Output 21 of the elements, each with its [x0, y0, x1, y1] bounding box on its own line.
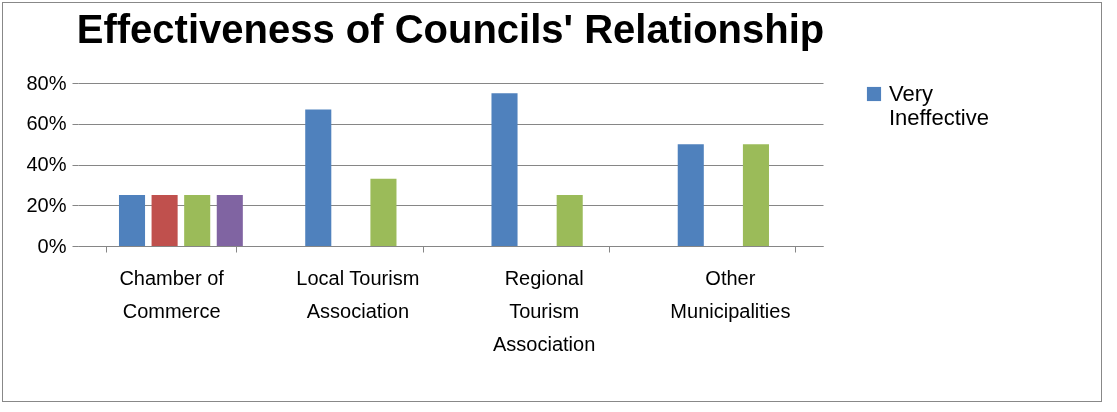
y-tick-label: 20%	[26, 193, 67, 216]
legend-label: Very Ineffective	[889, 81, 989, 130]
x-tick-label: Other Municipalities	[670, 266, 791, 322]
bar	[556, 195, 583, 246]
y-tick-label: 0%	[37, 234, 67, 257]
chart-title: Effectiveness of Councils' Relationship	[76, 7, 825, 51]
bar	[216, 195, 243, 246]
bar	[184, 195, 211, 246]
bar	[677, 144, 704, 246]
y-tick-label: 80%	[26, 71, 67, 94]
x-tick-label: Regional Tourism Association	[492, 266, 596, 355]
x-tick-label: Chamber of Commerce	[119, 266, 225, 322]
bar	[370, 178, 397, 246]
y-tick-label: 40%	[26, 153, 67, 175]
bar	[118, 195, 146, 246]
bar	[742, 144, 769, 246]
y-tick-label: 60%	[26, 112, 67, 135]
bar	[151, 195, 178, 246]
x-tick-label: Local Tourism Association	[296, 266, 420, 322]
bar	[305, 109, 332, 246]
bar	[491, 93, 518, 246]
